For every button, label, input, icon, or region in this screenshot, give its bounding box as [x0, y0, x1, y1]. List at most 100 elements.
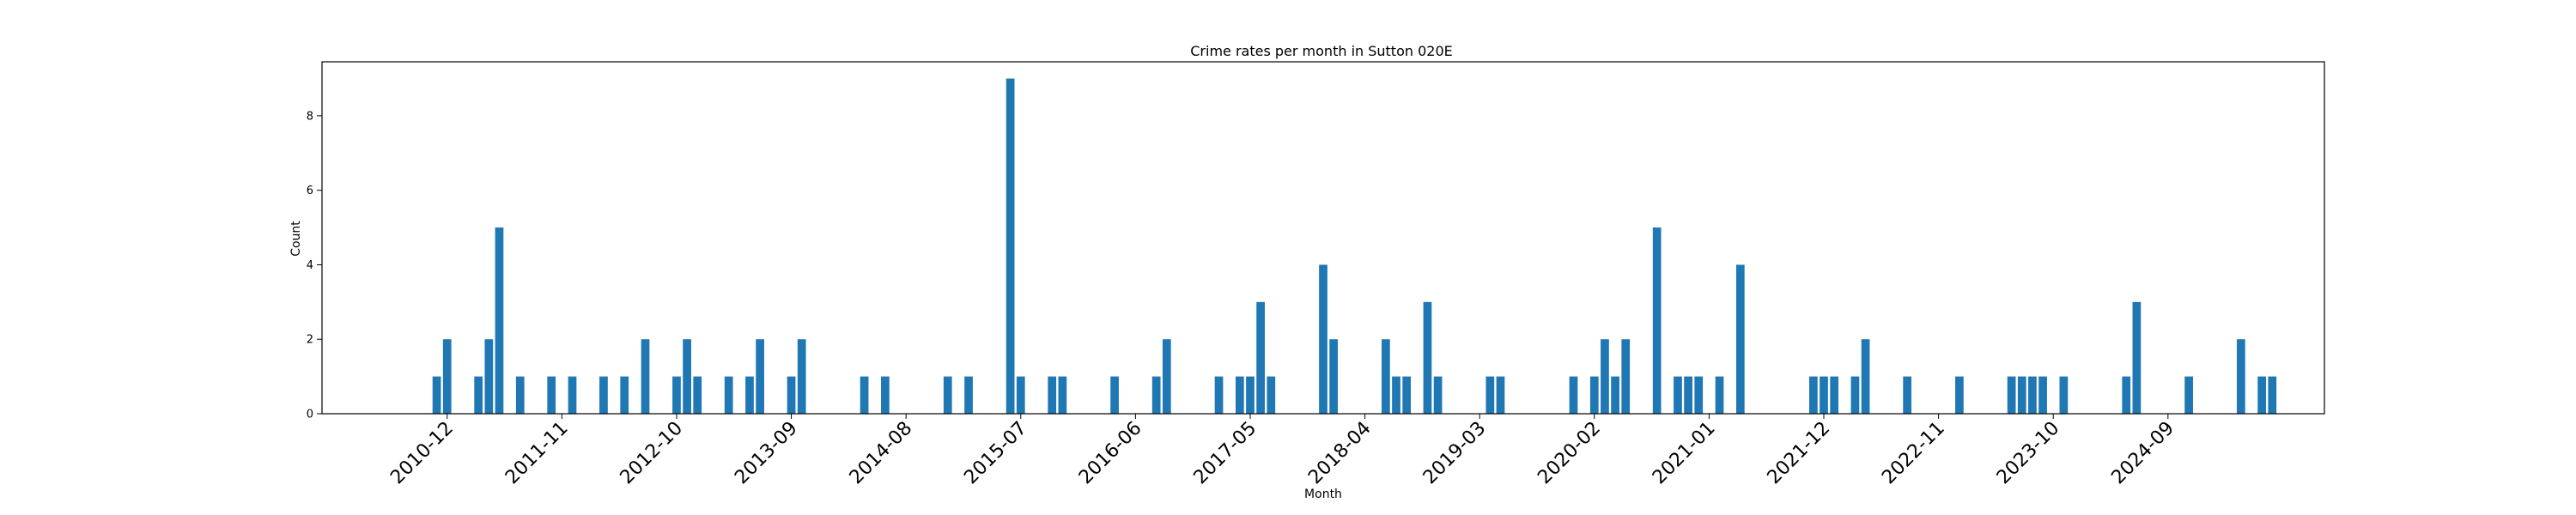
x-tick-label: 2013-09 — [731, 418, 802, 489]
bar-2017-05 — [1246, 376, 1255, 414]
bar-2024-11 — [2184, 376, 2193, 414]
bar-2014-04 — [860, 376, 869, 414]
bar-2012-11 — [683, 339, 691, 414]
bar-2018-10 — [1423, 301, 1432, 414]
bar-2017-04 — [1235, 376, 1244, 414]
bar-2021-12 — [1820, 376, 1828, 414]
bar-2017-02 — [1214, 376, 1224, 414]
bar-2025-06 — [2257, 376, 2266, 414]
bar-2023-07 — [2017, 376, 2026, 414]
x-tick-label: 2023-10 — [1993, 418, 2064, 489]
x-tick-label: 2010-12 — [386, 418, 458, 489]
y-tick-label: 4 — [307, 259, 313, 272]
bars-group — [432, 78, 2277, 415]
bar-2022-08 — [1903, 376, 1912, 414]
bar-2015-07 — [1016, 376, 1025, 414]
bar-2012-03 — [599, 376, 608, 414]
bar-2021-02 — [1715, 376, 1724, 414]
bar-2020-03 — [1601, 339, 1609, 414]
x-tick-label: 2020-02 — [1534, 418, 1605, 489]
bar-2013-09 — [787, 376, 796, 414]
bar-2020-05 — [1621, 339, 1631, 414]
y-tick-label: 6 — [307, 185, 313, 197]
bar-2014-12 — [943, 376, 952, 414]
bar-2019-04 — [1485, 376, 1495, 414]
bar-2015-06 — [1005, 78, 1015, 415]
bar-2023-06 — [2007, 376, 2016, 414]
bar-2025-07 — [2268, 376, 2277, 414]
x-tick-label: 2017-05 — [1190, 418, 1261, 489]
bar-2016-08 — [1151, 376, 1161, 414]
bar-2012-07 — [641, 339, 650, 414]
bar-2011-04 — [484, 339, 494, 414]
x-tick-label: 2014-08 — [846, 418, 917, 489]
bar-2011-12 — [568, 376, 577, 414]
x-tick-label: 2021-12 — [1764, 418, 1835, 489]
bar-2019-05 — [1496, 376, 1505, 414]
bar-2013-10 — [797, 339, 806, 414]
bar-2015-10 — [1048, 376, 1057, 414]
x-tick-label: 2024-09 — [2107, 418, 2178, 489]
bar-2019-12 — [1569, 376, 1578, 414]
bar-2023-09 — [2038, 376, 2047, 414]
bar-2010-12 — [442, 339, 452, 414]
y-tick-label: 2 — [307, 334, 313, 347]
bar-2020-02 — [1589, 376, 1599, 414]
y-axis-label: Count — [289, 221, 303, 257]
x-tick-label: 2011-11 — [501, 418, 573, 489]
y-tick-label: 8 — [307, 110, 313, 123]
bar-2011-03 — [474, 376, 483, 414]
x-tick-label: 2018-04 — [1304, 418, 1376, 489]
bar-2022-04 — [1861, 339, 1870, 414]
bar-2024-06 — [2132, 301, 2142, 414]
x-tick-label: 2022-11 — [1878, 418, 1949, 489]
bar-2023-08 — [2028, 376, 2037, 414]
bar-2020-12 — [1694, 376, 1704, 414]
bar-2011-05 — [495, 227, 504, 414]
bar-2020-11 — [1684, 376, 1692, 414]
bar-2017-06 — [1256, 301, 1265, 414]
bar-2022-01 — [1830, 376, 1839, 414]
bar-2016-09 — [1162, 339, 1171, 414]
bar-2014-06 — [881, 376, 890, 414]
x-axis: 2010-12 2011-11 2012-10 2013-09 2014-08 2015-… — [386, 414, 2178, 488]
bar-2012-05 — [620, 376, 629, 414]
bar-2013-03 — [724, 376, 733, 414]
bar-2020-04 — [1611, 376, 1619, 414]
bar-2013-06 — [756, 339, 764, 414]
plot-frame — [321, 61, 2325, 415]
bar-2010-11 — [432, 376, 441, 414]
bar-2011-07 — [515, 376, 525, 414]
chart-title: Crime rates per month in Sutton 020E — [1190, 43, 1453, 59]
bar-2017-07 — [1267, 376, 1276, 414]
x-tick-label: 2019-03 — [1419, 418, 1491, 489]
bar-2015-02 — [964, 376, 973, 414]
bar-2016-04 — [1110, 376, 1119, 414]
bar-2015-11 — [1058, 376, 1067, 414]
bar-2011-10 — [547, 376, 556, 414]
bar-2023-11 — [2059, 376, 2069, 414]
bar-2012-12 — [693, 376, 702, 414]
x-tick-label: 2012-10 — [617, 418, 688, 489]
bar-2025-04 — [2236, 339, 2245, 414]
x-axis-label: Month — [1304, 488, 1342, 501]
bar-2018-08 — [1402, 376, 1412, 414]
x-tick-label: 2021-01 — [1649, 418, 1720, 489]
bar-2024-05 — [2122, 376, 2131, 414]
x-tick-label: 2015-07 — [960, 418, 1031, 489]
bar-2018-06 — [1382, 339, 1390, 414]
bar-2020-10 — [1674, 376, 1682, 414]
bar-2018-01 — [1329, 339, 1339, 414]
bar-2012-10 — [672, 376, 681, 414]
bar-2021-04 — [1735, 264, 1745, 414]
bar-2018-11 — [1433, 376, 1443, 414]
x-tick-label: 2016-06 — [1075, 418, 1146, 489]
bar-2013-05 — [745, 376, 754, 414]
bar-2020-08 — [1652, 227, 1662, 414]
bar-2021-11 — [1809, 376, 1818, 414]
bar-2017-12 — [1319, 264, 1327, 414]
bar-2022-03 — [1850, 376, 1860, 414]
y-axis: 0 2 4 6 8 — [307, 110, 322, 421]
bar-2023-01 — [1955, 376, 1964, 414]
